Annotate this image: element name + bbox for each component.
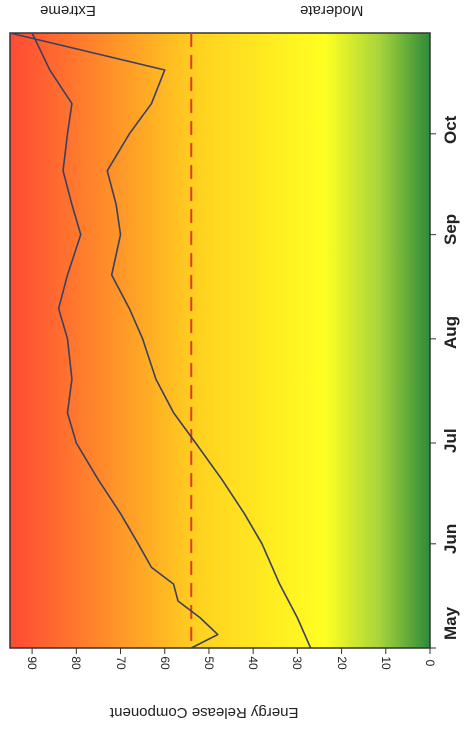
y-tick-label: 0 xyxy=(423,659,437,667)
y-tick-label: 30 xyxy=(290,656,305,670)
series-line-1 xyxy=(31,32,219,649)
y-axis-label: Energy Release Component xyxy=(110,704,299,721)
x-tick-label-sep: Sep xyxy=(441,213,460,245)
x-tick-label-jul: Jul xyxy=(441,428,460,453)
y-tick-label: 10 xyxy=(378,656,393,670)
y-tick-label: 80 xyxy=(69,656,84,670)
y-tick-label: 70 xyxy=(113,656,128,670)
y-tick-label: 40 xyxy=(246,656,261,670)
y-tick-label: 20 xyxy=(334,656,349,670)
plot-background xyxy=(9,32,431,649)
moderate-label: Moderate xyxy=(300,2,364,19)
y-tick-label: 90 xyxy=(25,656,40,670)
y-tick-label: 50 xyxy=(201,656,216,670)
series-line-2 xyxy=(9,32,312,649)
x-tick-label-aug: Aug xyxy=(441,315,460,349)
x-tick-label-may: May xyxy=(441,606,460,640)
x-tick-label-oct: Oct xyxy=(441,115,460,144)
y-tick-label: 60 xyxy=(157,656,172,670)
x-tick-label-jun: Jun xyxy=(441,523,460,554)
extreme-label: Extreme xyxy=(40,2,96,19)
